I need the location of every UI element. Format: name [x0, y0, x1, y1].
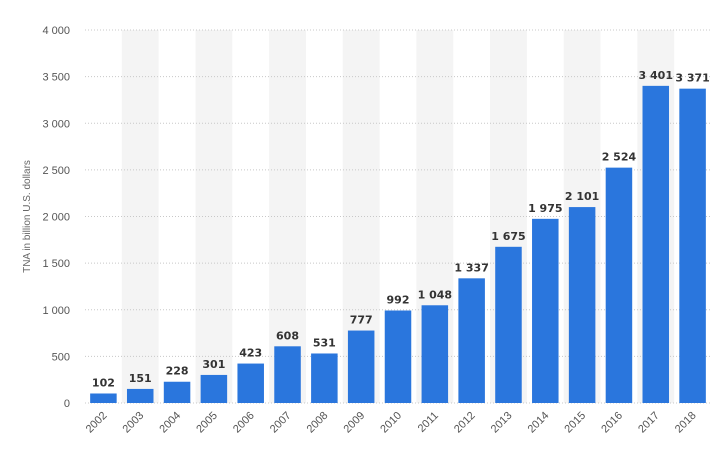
x-tick-label: 2004 [157, 410, 183, 436]
bar-value-label: 3 401 [639, 69, 673, 82]
bar [679, 88, 706, 404]
x-tick-label: 2013 [489, 410, 515, 436]
bar [237, 363, 264, 403]
bar [90, 393, 117, 403]
x-tick-label: 2018 [673, 410, 699, 436]
y-axis-ticks: 0 500 1 000 1 500 2 000 2 500 3 000 3 500 4 000 [42, 25, 70, 410]
bar [311, 353, 338, 403]
bar [163, 381, 191, 403]
bar-value-label: 228 [166, 365, 189, 378]
x-tick-label: 2003 [121, 410, 147, 436]
x-tick-label: 2017 [636, 410, 662, 436]
background-band [269, 30, 306, 403]
y-tick-label: 1 000 [42, 305, 70, 317]
y-tick-label: 1 500 [42, 258, 70, 270]
bar [384, 310, 412, 403]
x-tick-label: 2002 [84, 410, 110, 436]
bar-value-label: 3 371 [675, 72, 709, 85]
y-tick-label: 4 000 [42, 25, 70, 37]
y-tick-label: 500 [52, 351, 70, 363]
bars [90, 85, 706, 404]
x-tick-label: 2005 [194, 410, 220, 436]
bar-value-label: 531 [313, 336, 336, 349]
bar [347, 330, 375, 403]
bar [605, 167, 633, 403]
x-tick-label: 2007 [268, 410, 294, 436]
bar [458, 278, 485, 403]
y-tick-label: 2 500 [42, 165, 70, 177]
y-tick-label: 2 000 [42, 212, 70, 224]
x-tick-label: 2006 [231, 410, 257, 436]
x-tick-label: 2008 [305, 410, 331, 436]
bar-value-label: 1 048 [418, 288, 452, 301]
y-axis-title: TNA in billion U.S. dollars [22, 160, 33, 273]
bar [495, 246, 522, 403]
x-tick-label: 2009 [341, 410, 367, 436]
x-tick-label: 2012 [452, 410, 478, 436]
x-tick-label: 2015 [562, 410, 588, 436]
bar-value-label: 2 524 [602, 151, 637, 164]
bar [532, 218, 559, 403]
bar [126, 388, 154, 403]
bar-value-label: 992 [387, 293, 410, 306]
bar [642, 85, 670, 403]
x-tick-label: 2016 [599, 410, 625, 436]
bar-value-label: 102 [92, 376, 115, 389]
bar-value-label: 151 [129, 372, 152, 385]
bar [200, 374, 228, 403]
bar-value-label: 423 [239, 347, 262, 360]
x-tick-label: 2011 [416, 410, 441, 435]
bar-value-label: 1 337 [454, 261, 488, 274]
bar-value-label: 2 101 [565, 190, 599, 203]
bar [421, 305, 449, 403]
bar-value-label: 301 [202, 358, 225, 371]
bar-value-label: 608 [276, 329, 299, 342]
y-tick-label: 0 [64, 398, 70, 410]
bar-value-label: 1 975 [528, 202, 562, 215]
bar-value-label: 777 [350, 314, 373, 327]
x-tick-label: 2010 [378, 410, 404, 436]
x-tick-label: 2014 [526, 410, 552, 436]
bar [274, 346, 301, 403]
value-labels: 102 151 228 301 423 608 531 777 992 1 048 1 337 1 6… [92, 69, 710, 390]
bar [568, 207, 596, 403]
x-axis-ticks: 2002 2003 2004 2005 2006 2007 2008 2009 2010 2011… [84, 410, 699, 436]
bar-value-label: 1 675 [491, 230, 525, 243]
y-tick-label: 3 000 [42, 118, 70, 130]
y-tick-label: 3 500 [42, 72, 70, 84]
